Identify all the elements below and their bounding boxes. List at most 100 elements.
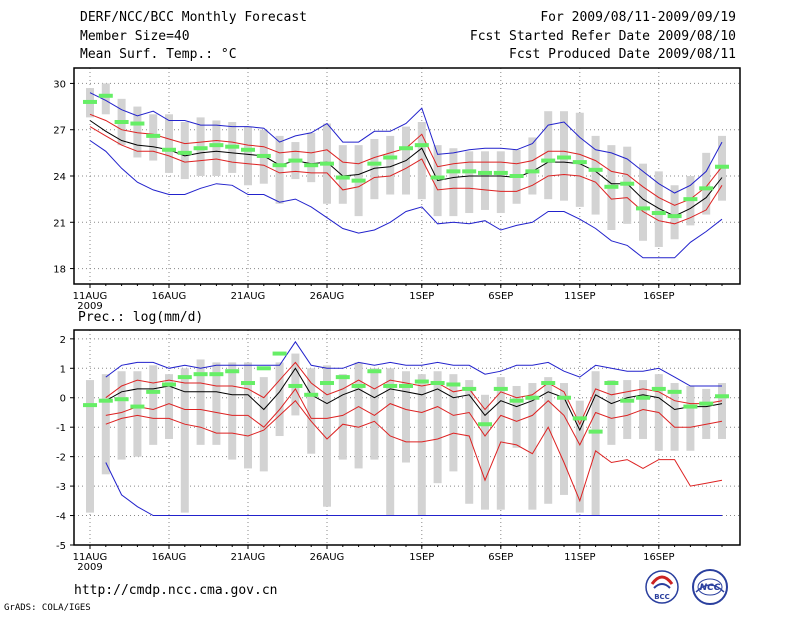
temp-ytick-label: 21 (53, 218, 66, 229)
temp-observed-mark (98, 93, 113, 98)
temp-range-bar (481, 151, 489, 210)
prec-observed-mark (177, 375, 192, 380)
prec-range-bar (402, 371, 410, 463)
bcc-logo-text: BCC (654, 593, 670, 601)
prec-observed-mark (636, 395, 650, 400)
prec-range-bar (307, 368, 316, 454)
temp-ytick-label: 24 (53, 172, 66, 183)
temp-observed-mark (620, 181, 635, 186)
prec-range-bar (196, 359, 205, 445)
source-url[interactable]: http://cmdp.ncc.cma.gov.cn (74, 583, 278, 598)
prec-ytick-label: -3 (56, 482, 66, 493)
prec-observed-mark (493, 386, 508, 391)
prec-range-bar (133, 371, 142, 457)
prec-ytick-label: 1 (60, 364, 66, 375)
prec-frame (73, 329, 741, 546)
temp-observed-mark (683, 197, 698, 202)
prec-observed-mark (699, 401, 714, 406)
temp-observed-mark (225, 144, 240, 149)
temp-range-bar (544, 111, 553, 200)
temp-xtick-label: 6SEP (488, 291, 513, 302)
prec-range-bar (101, 374, 110, 475)
prec-observed-mark (430, 381, 445, 386)
temp-observed-mark (367, 161, 382, 166)
temp-xtick-label: 11SEP (564, 291, 595, 302)
prec-mean-line (105, 367, 723, 432)
prec-upper-line (105, 361, 723, 426)
prec-observed-mark (114, 397, 129, 402)
temp-range-bar (275, 135, 284, 204)
temp-range-bar (496, 151, 505, 214)
prec-observed-mark (193, 372, 208, 377)
prec-observed-mark (541, 381, 556, 386)
temp-year-label: 2009 (77, 301, 102, 312)
prec-observed-mark (383, 383, 398, 388)
prec-xtick-label: 16SEP (643, 552, 674, 563)
temp-range-bar (417, 122, 426, 200)
prec-range-bar (591, 371, 600, 516)
prec-low2-line (105, 399, 723, 503)
temp-observed-mark (430, 175, 445, 180)
prec-range-bar (686, 385, 695, 451)
prec-range-bar (449, 374, 458, 472)
prec-xtick-label: 6SEP (488, 552, 513, 563)
temp-range-bar (165, 114, 173, 173)
temp-observed-mark (604, 184, 619, 189)
prec-range-bar (702, 388, 711, 439)
prec-max-line (105, 340, 722, 387)
prec-xtick-label: 1SEP (409, 552, 434, 563)
temp-observed-mark (572, 160, 587, 165)
temp-range-bar (244, 126, 252, 186)
temp-observed-mark (193, 146, 208, 151)
temp-observed-mark (525, 169, 540, 174)
prec-range-bar (228, 362, 237, 460)
prec-range-bar (670, 383, 679, 451)
prec-observed-mark (256, 366, 271, 371)
prec-range-bar (149, 365, 158, 445)
temp-observed-mark (557, 155, 571, 160)
prec-observed-mark (399, 383, 413, 388)
temp-observed-mark (383, 155, 398, 160)
prec-observed-mark (620, 398, 635, 403)
temp-range-bar (528, 137, 537, 195)
temp-observed-mark (414, 143, 429, 148)
prec-xtick-label: 16AUG (152, 552, 187, 563)
temp-ytick-label: 30 (53, 79, 66, 90)
prec-observed-mark (367, 369, 382, 374)
prec-observed-mark (288, 383, 303, 388)
prec-observed-mark (651, 386, 666, 391)
temp-range-bar (386, 135, 395, 195)
temp-range-bar (101, 83, 110, 115)
prec-min-line (105, 462, 722, 516)
prec-observed-mark (525, 395, 540, 400)
prec-range-bar (417, 374, 426, 516)
grads-credit: GrADS: COLA/IGES (4, 603, 91, 613)
prec-observed-mark (588, 429, 603, 434)
temp-observed-mark (304, 163, 319, 168)
chart-title: DERF/NCC/BCC Monthly Forecast (80, 10, 307, 25)
temp-observed-mark (541, 158, 556, 163)
temp-mean-line (89, 120, 723, 217)
prec-observed-mark (462, 386, 477, 391)
temp-range-bar (307, 132, 316, 183)
temp-observed-mark (83, 99, 97, 104)
temp-observed-mark (288, 158, 303, 163)
prec-observed-mark (83, 403, 97, 408)
prec-observed-mark (272, 351, 287, 356)
temp-observed-mark (130, 121, 145, 126)
prec-observed-mark (557, 395, 571, 400)
prec-range-bar (117, 371, 126, 460)
forecast-period: For 2009/08/11-2009/09/19 (540, 10, 736, 25)
prec-observed-mark (209, 372, 224, 377)
prec-range-bar (165, 374, 173, 439)
temp-xtick-label: 26AUG (310, 291, 345, 302)
prec-range-bar (433, 371, 442, 484)
temp-xtick-label: 16AUG (152, 291, 187, 302)
temp-observed-mark (351, 178, 366, 183)
prec-observed-mark (572, 416, 587, 421)
temp-observed-mark (667, 214, 682, 219)
temp-range-bar (702, 152, 711, 215)
prec-observed-mark (351, 383, 366, 388)
prec-observed-mark (304, 392, 319, 397)
prec-observed-mark (162, 382, 176, 387)
